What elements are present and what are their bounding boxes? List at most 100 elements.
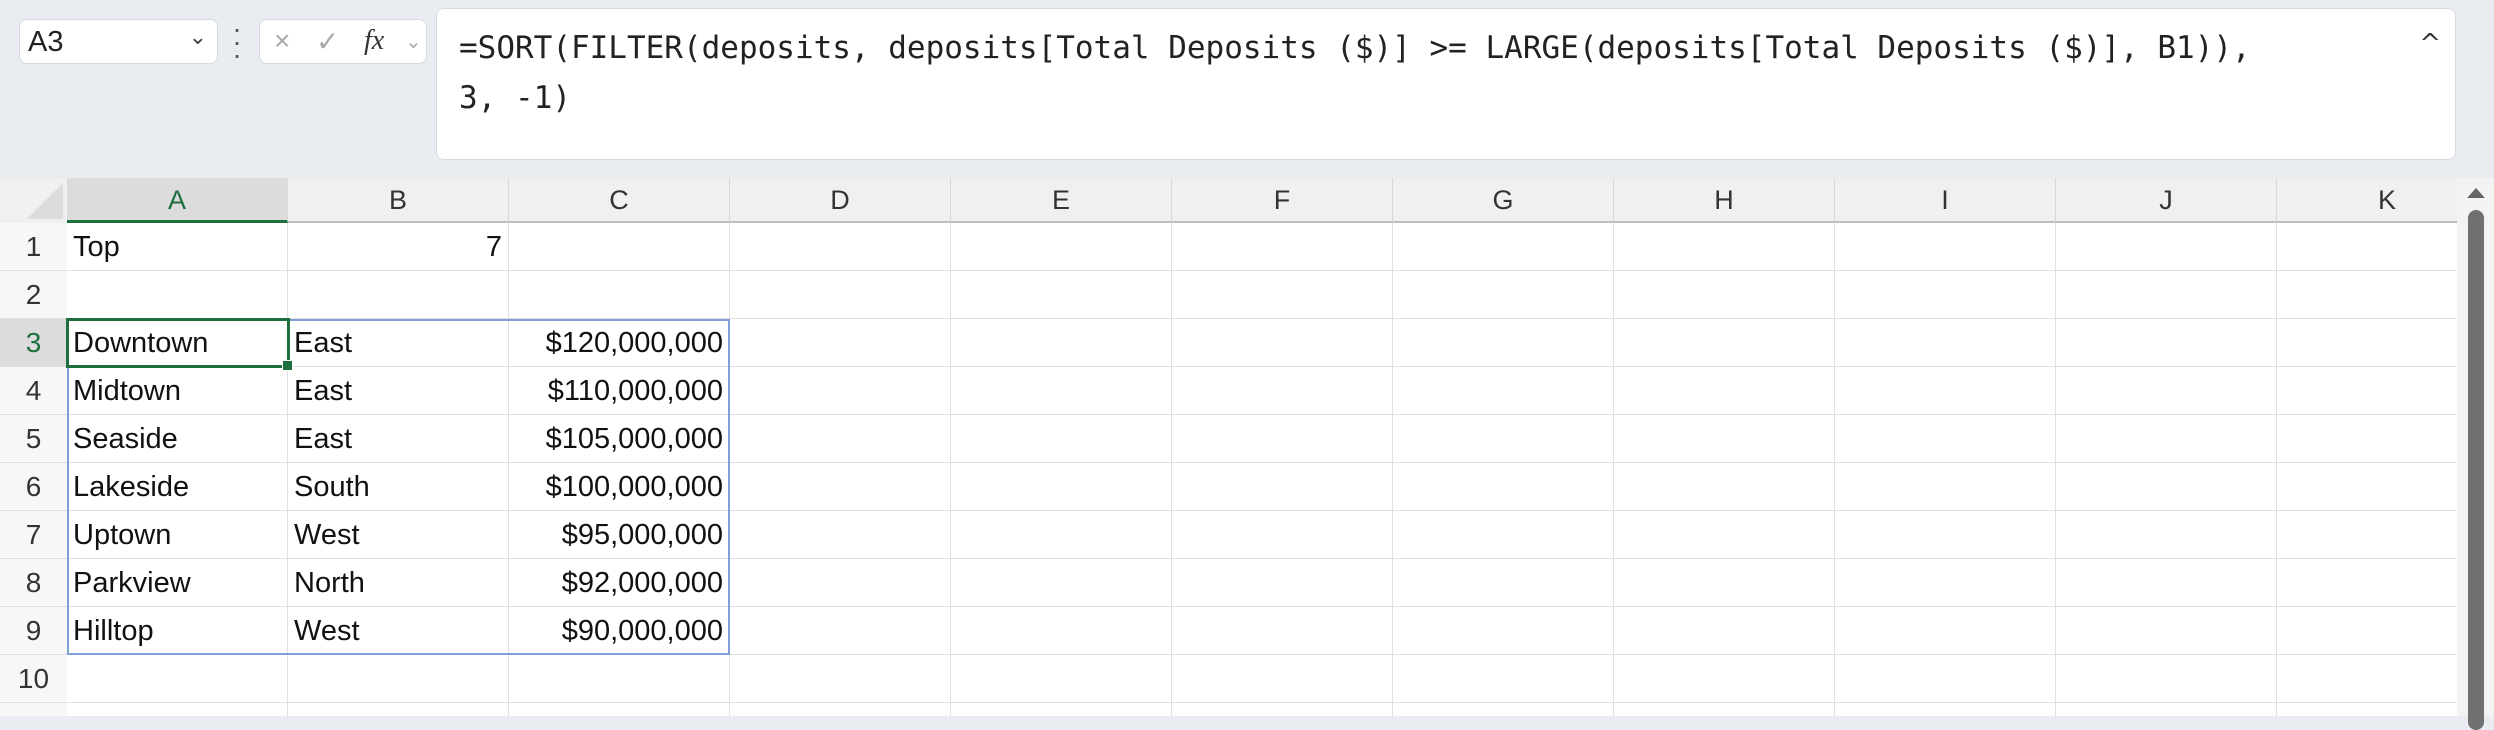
cell-k6[interactable] bbox=[2277, 463, 2457, 511]
cell-f2[interactable] bbox=[1172, 271, 1393, 319]
insert-function-icon[interactable]: fx bbox=[364, 25, 385, 56]
cell-i4[interactable] bbox=[1835, 367, 2056, 415]
cell-d7[interactable] bbox=[730, 511, 951, 559]
cell-k7[interactable] bbox=[2277, 511, 2457, 559]
cell-c7[interactable]: $95,000,000 bbox=[509, 511, 730, 559]
vertical-scrollbar[interactable] bbox=[2457, 178, 2494, 730]
cell-j10[interactable] bbox=[2056, 655, 2277, 703]
cell-j3[interactable] bbox=[2056, 319, 2277, 367]
cell-k11[interactable] bbox=[2277, 703, 2457, 716]
row-header-7[interactable]: 7 bbox=[0, 511, 67, 559]
cell-a5[interactable]: Seaside bbox=[67, 415, 288, 463]
cell-k8[interactable] bbox=[2277, 559, 2457, 607]
cell-j2[interactable] bbox=[2056, 271, 2277, 319]
cell-f9[interactable] bbox=[1172, 607, 1393, 655]
cell-h4[interactable] bbox=[1614, 367, 1835, 415]
cell-a6[interactable]: Lakeside bbox=[67, 463, 288, 511]
cell-f7[interactable] bbox=[1172, 511, 1393, 559]
cell-e2[interactable] bbox=[951, 271, 1172, 319]
collapse-formula-bar-icon[interactable]: ^ bbox=[2419, 29, 2441, 59]
row-header-1[interactable]: 1 bbox=[0, 223, 67, 271]
cell-j1[interactable] bbox=[2056, 223, 2277, 271]
cell-g10[interactable] bbox=[1393, 655, 1614, 703]
cell-i7[interactable] bbox=[1835, 511, 2056, 559]
cell-e3[interactable] bbox=[951, 319, 1172, 367]
row-header-4[interactable]: 4 bbox=[0, 367, 67, 415]
cell-k9[interactable] bbox=[2277, 607, 2457, 655]
cell-d3[interactable] bbox=[730, 319, 951, 367]
cell-j7[interactable] bbox=[2056, 511, 2277, 559]
row-header-9[interactable]: 9 bbox=[0, 607, 67, 655]
cell-e7[interactable] bbox=[951, 511, 1172, 559]
cell-e10[interactable] bbox=[951, 655, 1172, 703]
row-header-11[interactable]: 11 bbox=[0, 703, 67, 716]
cell-j11[interactable] bbox=[2056, 703, 2277, 716]
cell-g3[interactable] bbox=[1393, 319, 1614, 367]
name-box[interactable]: A3 ⌄ bbox=[19, 19, 218, 64]
cell-k5[interactable] bbox=[2277, 415, 2457, 463]
cell-f6[interactable] bbox=[1172, 463, 1393, 511]
column-header-j[interactable]: J bbox=[2056, 178, 2277, 223]
cell-d10[interactable] bbox=[730, 655, 951, 703]
cell-g8[interactable] bbox=[1393, 559, 1614, 607]
row-header-10[interactable]: 10 bbox=[0, 655, 67, 703]
cell-a1[interactable]: Top bbox=[67, 223, 288, 271]
cell-h6[interactable] bbox=[1614, 463, 1835, 511]
cell-f3[interactable] bbox=[1172, 319, 1393, 367]
cell-d1[interactable] bbox=[730, 223, 951, 271]
cell-i11[interactable] bbox=[1835, 703, 2056, 716]
chevron-down-icon[interactable]: ⌄ bbox=[188, 24, 207, 49]
cell-b6[interactable]: South bbox=[288, 463, 509, 511]
cell-h3[interactable] bbox=[1614, 319, 1835, 367]
cell-h11[interactable] bbox=[1614, 703, 1835, 716]
cell-d2[interactable] bbox=[730, 271, 951, 319]
cell-c1[interactable] bbox=[509, 223, 730, 271]
column-header-c[interactable]: C bbox=[509, 178, 730, 223]
cell-h1[interactable] bbox=[1614, 223, 1835, 271]
cell-h7[interactable] bbox=[1614, 511, 1835, 559]
cell-g5[interactable] bbox=[1393, 415, 1614, 463]
cell-e5[interactable] bbox=[951, 415, 1172, 463]
cell-a4[interactable]: Midtown bbox=[67, 367, 288, 415]
cell-b11[interactable] bbox=[288, 703, 509, 716]
row-header-3[interactable]: 3 bbox=[0, 319, 67, 367]
cell-b2[interactable] bbox=[288, 271, 509, 319]
cell-e4[interactable] bbox=[951, 367, 1172, 415]
cell-a10[interactable] bbox=[67, 655, 288, 703]
column-header-g[interactable]: G bbox=[1393, 178, 1614, 223]
cell-i6[interactable] bbox=[1835, 463, 2056, 511]
cell-b1[interactable]: 7 bbox=[288, 223, 509, 271]
column-header-a[interactable]: A bbox=[67, 178, 288, 223]
cell-g11[interactable] bbox=[1393, 703, 1614, 716]
cell-c8[interactable]: $92,000,000 bbox=[509, 559, 730, 607]
cell-b5[interactable]: East bbox=[288, 415, 509, 463]
cell-a3[interactable]: Downtown bbox=[67, 319, 288, 367]
cell-b8[interactable]: North bbox=[288, 559, 509, 607]
cell-c11[interactable] bbox=[509, 703, 730, 716]
cell-d5[interactable] bbox=[730, 415, 951, 463]
formula-input[interactable]: =SORT(FILTER(deposits, deposits[Total De… bbox=[436, 8, 2456, 160]
cell-e8[interactable] bbox=[951, 559, 1172, 607]
cell-i9[interactable] bbox=[1835, 607, 2056, 655]
chevron-down-icon[interactable]: ⌄ bbox=[405, 31, 422, 53]
cell-j6[interactable] bbox=[2056, 463, 2277, 511]
scroll-up-icon[interactable] bbox=[2467, 188, 2485, 198]
cell-a2[interactable] bbox=[67, 271, 288, 319]
cell-j4[interactable] bbox=[2056, 367, 2277, 415]
cell-h8[interactable] bbox=[1614, 559, 1835, 607]
cell-c3[interactable]: $120,000,000 bbox=[509, 319, 730, 367]
cell-c5[interactable]: $105,000,000 bbox=[509, 415, 730, 463]
cell-d11[interactable] bbox=[730, 703, 951, 716]
cell-a7[interactable]: Uptown bbox=[67, 511, 288, 559]
cell-i1[interactable] bbox=[1835, 223, 2056, 271]
cell-d6[interactable] bbox=[730, 463, 951, 511]
cell-a11[interactable] bbox=[67, 703, 288, 716]
cell-c2[interactable] bbox=[509, 271, 730, 319]
cell-g9[interactable] bbox=[1393, 607, 1614, 655]
cell-j5[interactable] bbox=[2056, 415, 2277, 463]
cell-g7[interactable] bbox=[1393, 511, 1614, 559]
cell-c9[interactable]: $90,000,000 bbox=[509, 607, 730, 655]
more-options-icon[interactable]: · · · bbox=[232, 13, 242, 70]
cell-c10[interactable] bbox=[509, 655, 730, 703]
cell-b4[interactable]: East bbox=[288, 367, 509, 415]
